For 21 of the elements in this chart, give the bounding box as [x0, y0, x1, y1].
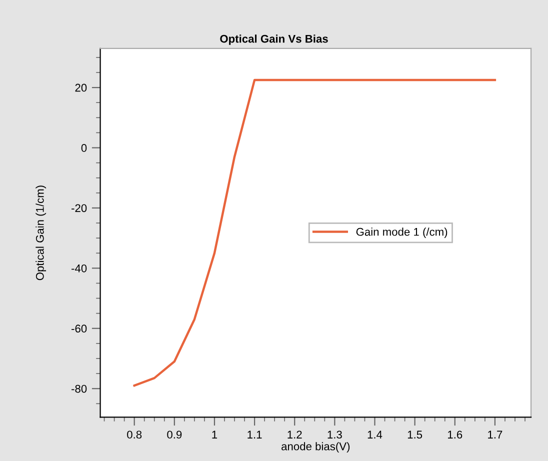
x-tick-label: 1.1 [248, 430, 262, 438]
chart-title: Optical Gain Vs Bias [220, 34, 328, 45]
y-axis-title: Optical Gain (1/cm) [36, 186, 46, 280]
x-tick-label: 1 [212, 430, 218, 438]
line-series [133, 78, 496, 387]
x-tick-label: 1.4 [368, 430, 382, 438]
x-tick-label: 1.6 [448, 430, 462, 439]
legend-label: Gain mode 1 (/cm) [356, 228, 448, 238]
x-tick-label: 1.5 [408, 430, 422, 439]
x-tick-label: 1.2 [288, 430, 302, 438]
y-tick-label: -20 [72, 204, 87, 212]
y-tick-label: -80 [72, 384, 87, 393]
y-tick-label: 0 [81, 144, 87, 152]
y-tick-label: 20 [75, 84, 87, 92]
y-tick-label: -40 [72, 264, 87, 272]
x-axis-title: anode bias(V) [282, 442, 350, 452]
x-tick-label: 0.9 [167, 430, 182, 439]
x-tick-label: 1.7 [488, 430, 502, 438]
x-tick-label: 1.3 [328, 430, 342, 439]
x-tick-label: 0.8 [127, 430, 142, 439]
y-tick-label: -60 [72, 324, 87, 333]
